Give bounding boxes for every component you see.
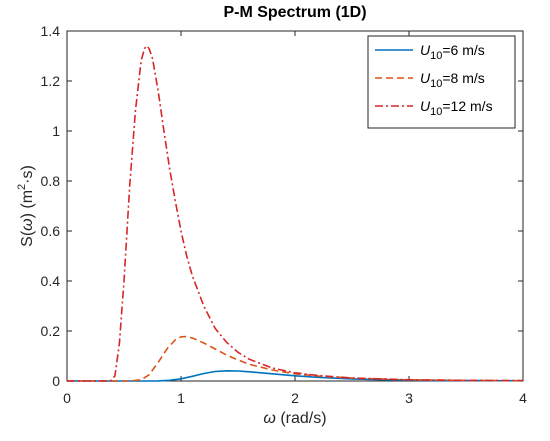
y-tick-label: 1.2: [41, 73, 61, 89]
x-tick-label: 4: [519, 390, 527, 406]
y-tick-label: 0.6: [41, 223, 61, 239]
legend-var: U: [420, 70, 431, 86]
y-tick-label: 0: [52, 373, 60, 389]
x-axis-unit: (rad/s): [276, 410, 327, 427]
y-tick-label: 0.4: [41, 273, 61, 289]
y-axis-label: S(ω) (m2·s): [16, 165, 36, 247]
legend-var: U: [420, 42, 431, 58]
series-lines: [67, 45, 524, 382]
legend-box: [367, 35, 516, 129]
legend-sub: 10: [430, 50, 442, 62]
x-axis-label: ω (rad/s): [263, 410, 326, 427]
x-tick-label: 0: [63, 390, 71, 406]
legend-sub: 10: [430, 106, 442, 118]
y-tick-label: 1.4: [41, 23, 61, 39]
chart-title: P-M Spectrum (1D): [223, 4, 366, 21]
legend-rest: =8 m/s: [442, 70, 484, 86]
x-tick-label: 3: [405, 390, 413, 406]
legend-var: U: [420, 98, 431, 114]
y-axis-label-sup: 2: [16, 184, 28, 190]
series-line-2: [67, 335, 524, 382]
y-axis-ticks: 0 0.2 0.4 0.6 0.8 1 1.2 1.4: [41, 23, 523, 389]
y-axis-label-base: S(: [19, 230, 36, 247]
x-axis-ticks: 0 1 2 3 4: [63, 31, 527, 406]
y-axis-label-mid: ) (m: [19, 190, 36, 218]
y-axis-symbol: ω: [19, 218, 36, 230]
legend-label-1: U10=6 m/s: [420, 42, 485, 62]
y-tick-label: 1: [52, 123, 60, 139]
legend-rest: =12 m/s: [442, 98, 492, 114]
y-axis-label-tail: ·s): [19, 165, 36, 184]
x-axis-symbol: ω: [263, 410, 275, 427]
x-tick-label: 2: [291, 390, 299, 406]
x-tick-label: 1: [177, 390, 185, 406]
y-tick-label: 0.2: [41, 323, 61, 339]
legend-label-3: U10=12 m/s: [420, 98, 493, 118]
y-tick-label: 0.8: [41, 173, 61, 189]
legend-sub: 10: [430, 78, 442, 90]
series-line-3: [67, 45, 524, 382]
legend-label-2: U10=8 m/s: [420, 70, 485, 90]
legend-rest: =6 m/s: [442, 42, 484, 58]
